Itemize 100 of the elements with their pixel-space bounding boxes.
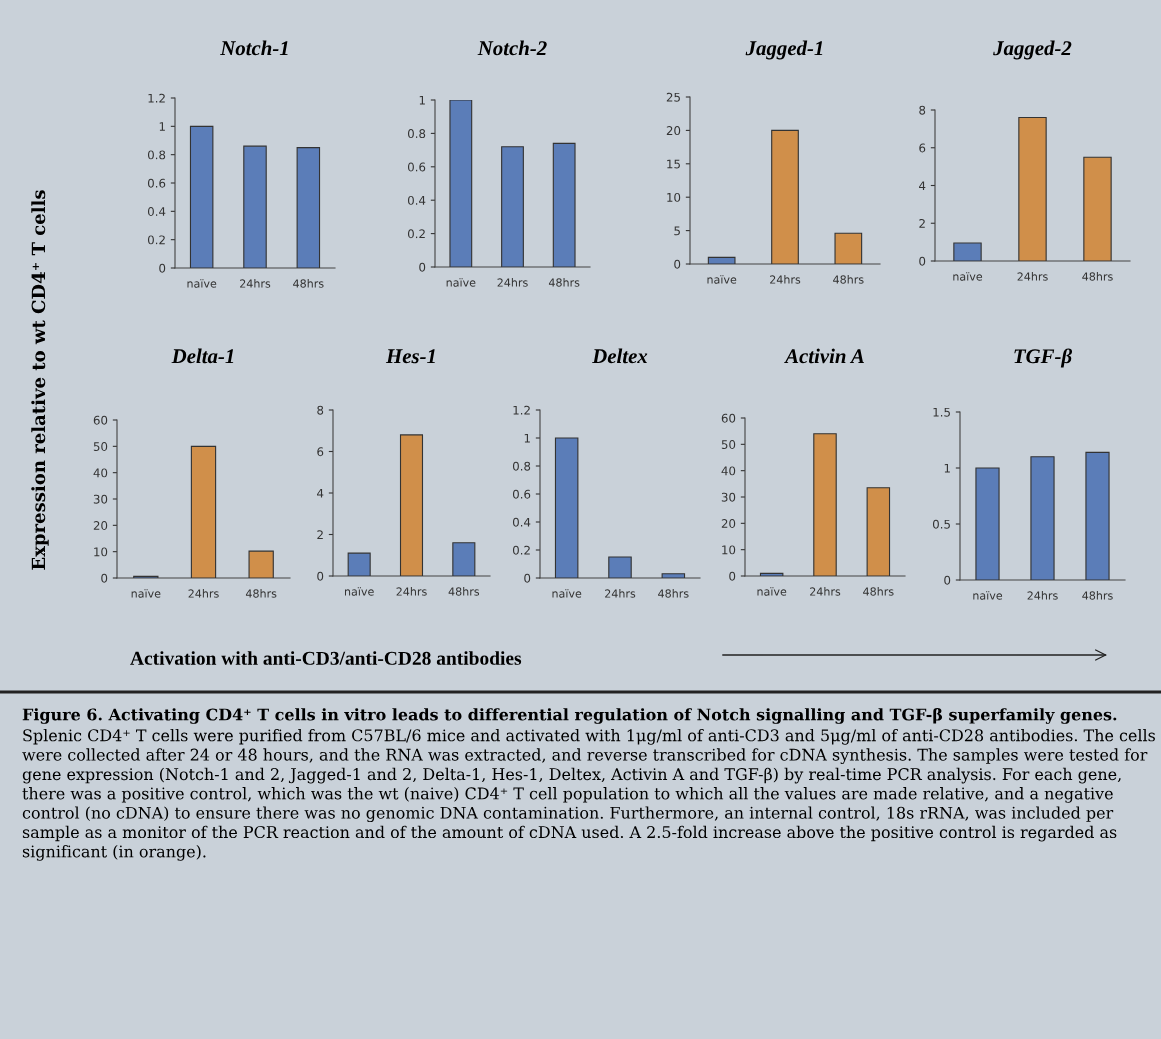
bar: [953, 242, 982, 261]
y-tick-label: 20: [93, 521, 108, 530]
y-tick-label: 0.6: [407, 162, 426, 172]
y-tick-label: 0: [524, 573, 531, 583]
chart-title: TGF-β: [1014, 348, 1073, 368]
y-tick-label: 10: [667, 192, 681, 202]
x-tick-label: 48hrs: [833, 275, 864, 284]
caption: Figure 6. Activating CD4⁺ T cells in vitro leads to differential regulation of Notch signalling and TGF-β superfamily genes.: [22, 708, 1117, 724]
x-tick-label: naïve: [707, 275, 737, 284]
y-tick-label: 0.6: [512, 489, 531, 499]
bar: [552, 142, 576, 267]
x-tick-label: 24hrs: [770, 275, 801, 284]
x-tick-label: 48hrs: [658, 589, 689, 598]
x-tick-label: naïve: [446, 278, 476, 287]
bar: [975, 467, 1000, 580]
chart-title: Activin A: [784, 348, 864, 364]
bar: [608, 556, 632, 578]
bar: [1083, 156, 1112, 261]
x-tick-label: 48hrs: [863, 587, 894, 596]
y-tick-label: 4: [919, 181, 926, 190]
x-tick-label: 48hrs: [293, 279, 324, 288]
bar: [399, 434, 424, 576]
bar: [834, 232, 863, 264]
y-tick-label: 0: [159, 263, 166, 273]
chart-title: Jagged-1: [745, 40, 823, 60]
x-tick-label: naïve: [953, 272, 983, 281]
text: Activation with anti-CD3/anti-CD28 antibodies: [130, 651, 522, 665]
y-tick-label: 1.5: [933, 407, 950, 417]
y-tick-label: 15: [667, 159, 680, 169]
x-tick-label: 24hrs: [1027, 591, 1058, 600]
bar: [190, 445, 217, 578]
bar: [759, 572, 784, 576]
bar: [1018, 116, 1047, 261]
chart-title: Deltex: [592, 348, 648, 364]
x-tick-label: 24hrs: [396, 587, 427, 596]
y-tick-label: 0.4: [407, 195, 426, 205]
y-tick-label: 0.8: [147, 150, 166, 160]
bar: [813, 433, 837, 576]
bar: [1085, 451, 1110, 580]
y-tick-label: 0: [317, 571, 324, 581]
x-tick-label: 24hrs: [1017, 272, 1048, 281]
x-tick-label: 24hrs: [240, 279, 271, 288]
y-tick-label: 40: [721, 466, 736, 476]
x-tick-label: 48hrs: [1082, 272, 1113, 281]
chart-title: Jagged-2: [993, 40, 1072, 60]
y-tick-label: 5: [674, 226, 680, 236]
y-tick-label: 0: [101, 573, 108, 583]
chart-title: Notch-2: [477, 40, 547, 56]
y-tick-label: 0: [729, 571, 736, 581]
y-tick-label: 0.5: [932, 519, 950, 529]
y-tick-label: 50: [93, 442, 108, 451]
y-tick-label: 1: [159, 122, 165, 131]
y-tick-label: 0.4: [147, 207, 166, 216]
x-tick-label: naïve: [131, 589, 161, 598]
y-tick-label: 6: [919, 143, 926, 153]
y-tick-label: 10: [94, 547, 108, 557]
y-tick-label: 1: [419, 95, 425, 105]
y-tick-label: 1.2: [148, 93, 165, 103]
bar: [452, 542, 476, 576]
bar: [554, 437, 579, 578]
y-tick-label: 8: [317, 405, 324, 415]
bar: [866, 487, 891, 576]
x-tick-label: 24hrs: [497, 278, 528, 287]
y-tick-label: 50: [721, 440, 736, 449]
y-tick-label: 0: [419, 262, 426, 272]
x-tick-label: 24hrs: [810, 587, 841, 596]
y-tick-label: 2: [919, 218, 925, 228]
x-tick-label: naïve: [345, 587, 374, 596]
x-tick-label: naïve: [973, 591, 1003, 600]
x-tick-label: 24hrs: [605, 589, 636, 598]
x-tick-label: naïve: [187, 279, 217, 288]
y-tick-label: 8: [919, 105, 926, 115]
y-tick-label: 40: [93, 468, 108, 478]
y-tick-label: 30: [721, 492, 736, 502]
bar: [248, 550, 274, 578]
bar: [449, 100, 473, 267]
y-tick-label: 20: [721, 519, 736, 528]
y-tick-label: 25: [666, 92, 680, 102]
bar: [1030, 456, 1055, 580]
chart-title: Hes-1: [385, 349, 435, 364]
x-tick-label: 24hrs: [188, 589, 219, 598]
x-tick-label: 48hrs: [1082, 591, 1113, 600]
y-tick-label: 1: [944, 463, 950, 473]
bar: [501, 146, 524, 267]
bar: [347, 552, 371, 576]
text: Splenic CD4⁺ T cells were purified from C57BL/6 mice and activated with 1μg/ml of anti-CD3 and 5μg/ml of anti-CD28 antibodies. The cells were collected after 24 or 48 hours, and the RNA was extracted, and reverse transcribed for cDNA synthesis. The samples were tested for gene expression (Notch-1 and 2, Jagged-1 and 2, Delta-1, Hes-1, Deltex, Activin A and TGF-β) by real-time PCR analysis. For each gene, there was a positive control, which was the wt (naive) CD4⁺ T cell population to which all the values are made relative, and a negative control (no cDNA) to ensure there was no genomic DNA contamination. Furthermore, an internal control, 18s rRNA, was included per sample as a monitor of the PCR reaction and of the amount of cDNA used. A 2.5-fold increase above the positive control is regarded as significant (in orange).: [22, 729, 1155, 861]
y-tick-label: 0.2: [512, 545, 530, 555]
y-tick-label: 60: [93, 415, 108, 425]
y-tick-label: 0.8: [407, 129, 426, 139]
y-axis-title: Expression relative to wt CD4⁺ T cells: [31, 190, 49, 570]
bar: [771, 129, 799, 264]
x-tick-label: naïve: [552, 589, 582, 598]
y-tick-label: 1: [524, 433, 530, 443]
y-tick-label: 10: [722, 545, 736, 555]
y-tick-label: 0.2: [147, 235, 165, 245]
bar: [661, 573, 686, 578]
y-tick-label: 0: [944, 575, 951, 585]
y-tick-label: 30: [93, 494, 108, 504]
y-tick-label: 60: [721, 413, 736, 423]
y-tick-label: 20: [666, 126, 681, 136]
